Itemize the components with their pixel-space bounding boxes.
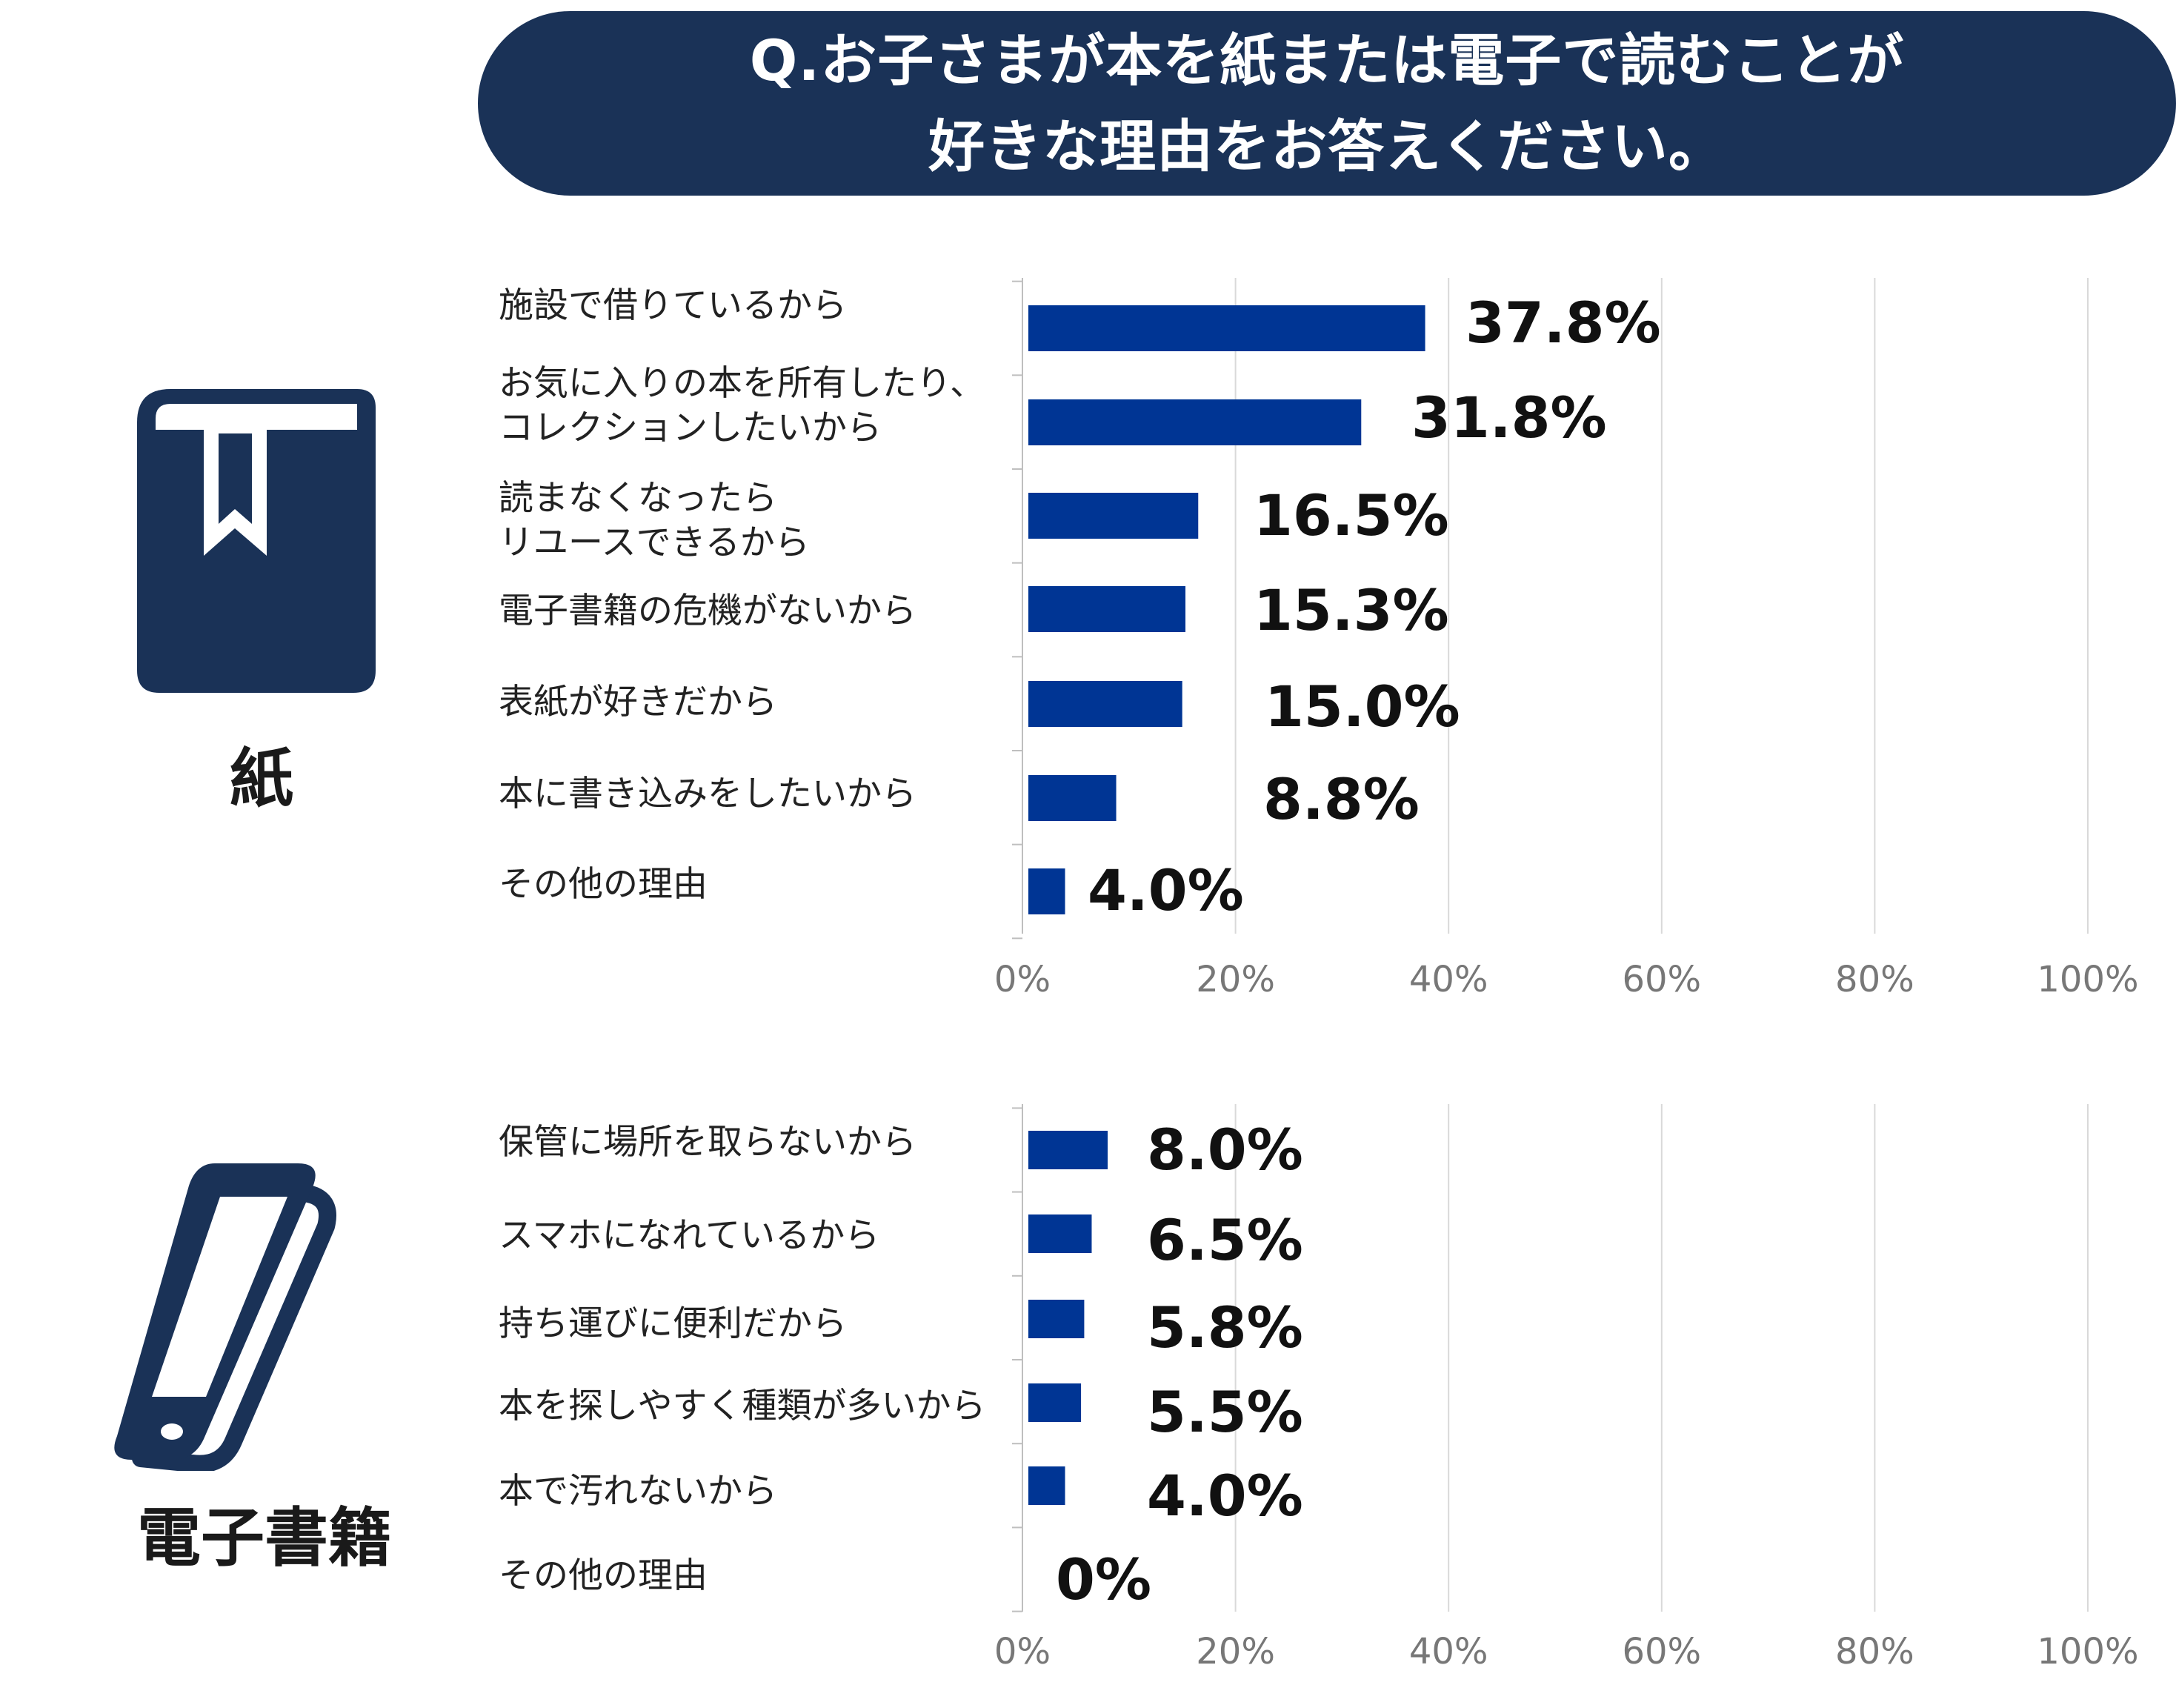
bar-value-label: 5.5% bbox=[1147, 1379, 1303, 1445]
digital-category-label: スマホになれているから bbox=[499, 1215, 880, 1256]
title-banner: Q.お子さまが本を紙または電子で読むことが 好きな理由をお答えください。 bbox=[478, 11, 2176, 196]
bar bbox=[1028, 1466, 1065, 1505]
x-tick-label: 100% bbox=[2037, 1631, 2138, 1672]
x-tick-label: 100% bbox=[2037, 959, 2138, 1000]
bar bbox=[1028, 1383, 1082, 1422]
bar bbox=[1028, 305, 1425, 351]
bar bbox=[1028, 775, 1117, 821]
x-tick-label: 20% bbox=[1196, 959, 1275, 1000]
bar-value-label: 31.8% bbox=[1411, 385, 1607, 451]
x-tick-label: 0% bbox=[994, 1631, 1051, 1672]
bar bbox=[1028, 1131, 1108, 1169]
x-tick-label: 20% bbox=[1196, 1631, 1275, 1672]
paper-category-label: 読まなくなったら リユースできるから bbox=[499, 478, 810, 563]
bar bbox=[1028, 868, 1065, 914]
bar-value-label: 0% bbox=[1056, 1546, 1151, 1612]
bar-value-label: 16.5% bbox=[1254, 482, 1449, 548]
paper-category-label: その他の理由 bbox=[499, 864, 708, 905]
bar bbox=[1028, 681, 1182, 727]
bar bbox=[1028, 399, 1362, 445]
bar-value-label: 4.0% bbox=[1147, 1463, 1303, 1529]
paper-category-label: 電子書籍の危機がないから bbox=[499, 591, 916, 631]
book-icon bbox=[137, 389, 376, 693]
bar bbox=[1028, 1300, 1085, 1338]
paper-category-label: 施設で借りているから bbox=[499, 285, 847, 326]
x-tick-label: 80% bbox=[1835, 959, 1914, 1000]
digital-category-label: 本を探しやすく種類が多いから bbox=[499, 1386, 986, 1426]
x-tick-label: 0% bbox=[994, 959, 1051, 1000]
bar-value-label: 15.3% bbox=[1254, 577, 1449, 643]
x-tick-label: 40% bbox=[1409, 1631, 1488, 1672]
x-tick-label: 60% bbox=[1622, 959, 1701, 1000]
digital-category-label: 保管に場所を取らないから bbox=[499, 1122, 916, 1163]
digital-category-label: 持ち運びに便利だから bbox=[499, 1303, 847, 1344]
bar bbox=[1028, 586, 1186, 632]
title-line-1: Q.お子さまが本を紙または電子で読むことが bbox=[749, 27, 1905, 93]
paper-group-label: 紙 bbox=[230, 742, 293, 816]
paper-category-label: 表紙が好きだから bbox=[499, 682, 777, 722]
bar-value-label: 5.8% bbox=[1147, 1295, 1303, 1360]
bar bbox=[1028, 493, 1199, 539]
bar-value-label: 8.0% bbox=[1147, 1117, 1303, 1183]
bar bbox=[1028, 1214, 1092, 1253]
digital-category-label: 本で汚れないから bbox=[499, 1471, 777, 1512]
x-tick-label: 80% bbox=[1835, 1631, 1914, 1672]
paper-category-label: 本に書き込みをしたいから bbox=[499, 774, 916, 814]
bar-value-label: 37.8% bbox=[1465, 290, 1661, 356]
bar-value-label: 6.5% bbox=[1147, 1207, 1303, 1273]
title-line-2: 好きな理由をお答えください。 bbox=[928, 113, 1726, 179]
smartphone-icon bbox=[114, 1163, 336, 1471]
digital-category-label: その他の理由 bbox=[499, 1555, 708, 1596]
bar-value-label: 4.0% bbox=[1088, 857, 1244, 923]
x-tick-label: 40% bbox=[1409, 959, 1488, 1000]
digital-group-label: 電子書籍 bbox=[137, 1501, 392, 1575]
paper-category-label: お気に入りの本を所有したり、 コレクションしたいから bbox=[499, 363, 985, 448]
bar-value-label: 8.8% bbox=[1263, 766, 1420, 832]
bar-value-label: 15.0% bbox=[1265, 674, 1460, 740]
x-tick-label: 60% bbox=[1622, 1631, 1701, 1672]
